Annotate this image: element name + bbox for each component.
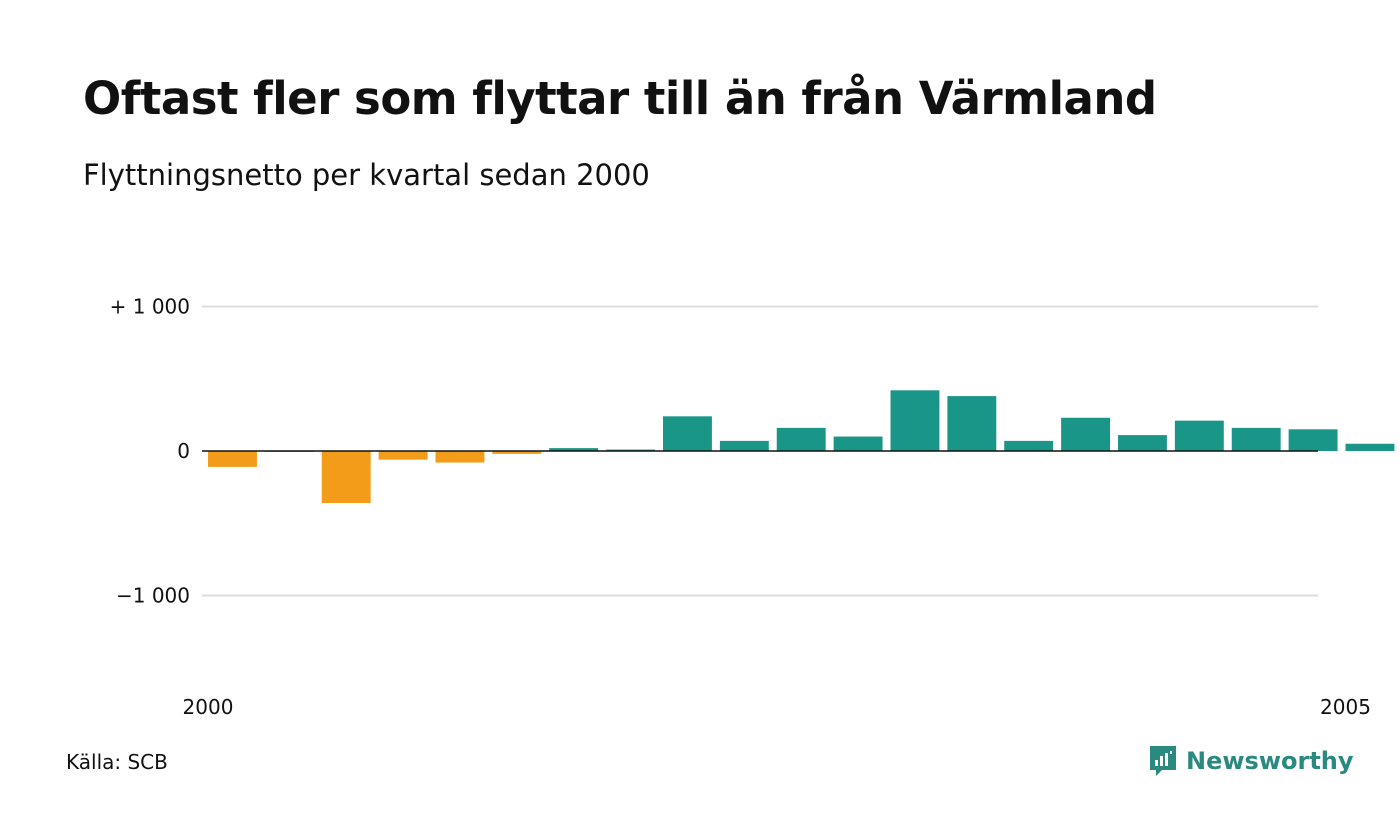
y-tick-label: 0	[177, 439, 190, 463]
chart-subtitle: Flyttningsnetto per kvartal sedan 2000	[83, 158, 650, 192]
bar	[1174, 420, 1224, 451]
grid-layer: + 1 000 0 −1 000	[110, 295, 1318, 608]
y-tick-label: −1 000	[116, 584, 190, 608]
bar	[719, 440, 769, 451]
bar	[1345, 443, 1395, 451]
bar	[833, 436, 883, 451]
bar	[776, 427, 826, 451]
x-tick-label: 2005	[1320, 695, 1371, 719]
bar	[549, 448, 599, 451]
chart-title: Oftast fler som flyttar till än från Vär…	[83, 72, 1157, 125]
bar	[663, 416, 712, 451]
bar	[947, 396, 997, 451]
bar	[321, 451, 371, 504]
bar	[1288, 429, 1338, 451]
x-tick-label: 2000	[183, 695, 234, 719]
bar	[208, 451, 257, 467]
bar	[1061, 417, 1111, 451]
bar	[492, 451, 542, 454]
bar-layer	[202, 390, 1395, 504]
bar	[378, 451, 428, 460]
brand-name: Newsworthy	[1186, 747, 1354, 775]
newsworthy-logo-icon	[1150, 746, 1176, 776]
bar	[890, 390, 940, 451]
bar	[1118, 435, 1167, 451]
brand-logo: Newsworthy	[1148, 744, 1354, 778]
bar	[1004, 440, 1054, 451]
x-axis-ticks: 20002005201020152020	[183, 695, 1371, 719]
bar	[1231, 427, 1281, 451]
bar	[435, 451, 485, 463]
source-note: Källa: SCB	[66, 750, 168, 774]
y-tick-label: + 1 000	[110, 295, 190, 319]
